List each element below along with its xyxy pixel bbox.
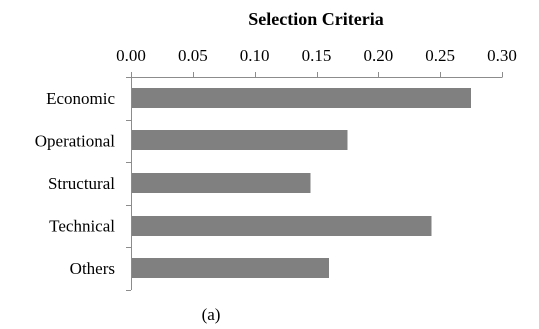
x-tick-label: 0.10 bbox=[240, 46, 270, 65]
bar-operational bbox=[132, 130, 348, 150]
x-tick-label: 0.30 bbox=[487, 46, 517, 65]
category-labels: Economic Operational Structural Technical Ot… bbox=[35, 89, 116, 278]
x-tick-label: 0.05 bbox=[178, 46, 208, 65]
bars bbox=[132, 88, 472, 278]
x-tick-label: 0.20 bbox=[363, 46, 393, 65]
y-axis-ticks bbox=[126, 77, 131, 291]
bar-economic bbox=[132, 88, 472, 108]
x-axis-ticks: 0.00 0.05 0.10 0.15 0.20 0.25 0.30 bbox=[116, 46, 517, 77]
figure-caption: (a) bbox=[202, 305, 221, 324]
category-label-operational: Operational bbox=[35, 131, 116, 150]
category-label-technical: Technical bbox=[49, 217, 115, 236]
x-tick-label: 0.25 bbox=[425, 46, 455, 65]
bar-others bbox=[132, 258, 329, 278]
category-label-structural: Structural bbox=[48, 174, 115, 193]
category-label-others: Others bbox=[70, 259, 115, 278]
category-label-economic: Economic bbox=[46, 89, 115, 108]
bar-technical bbox=[132, 216, 432, 236]
chart-title: Selection Criteria bbox=[248, 9, 383, 29]
x-tick-label: 0.15 bbox=[302, 46, 332, 65]
bar-structural bbox=[132, 173, 311, 193]
x-tick-label: 0.00 bbox=[116, 46, 146, 65]
